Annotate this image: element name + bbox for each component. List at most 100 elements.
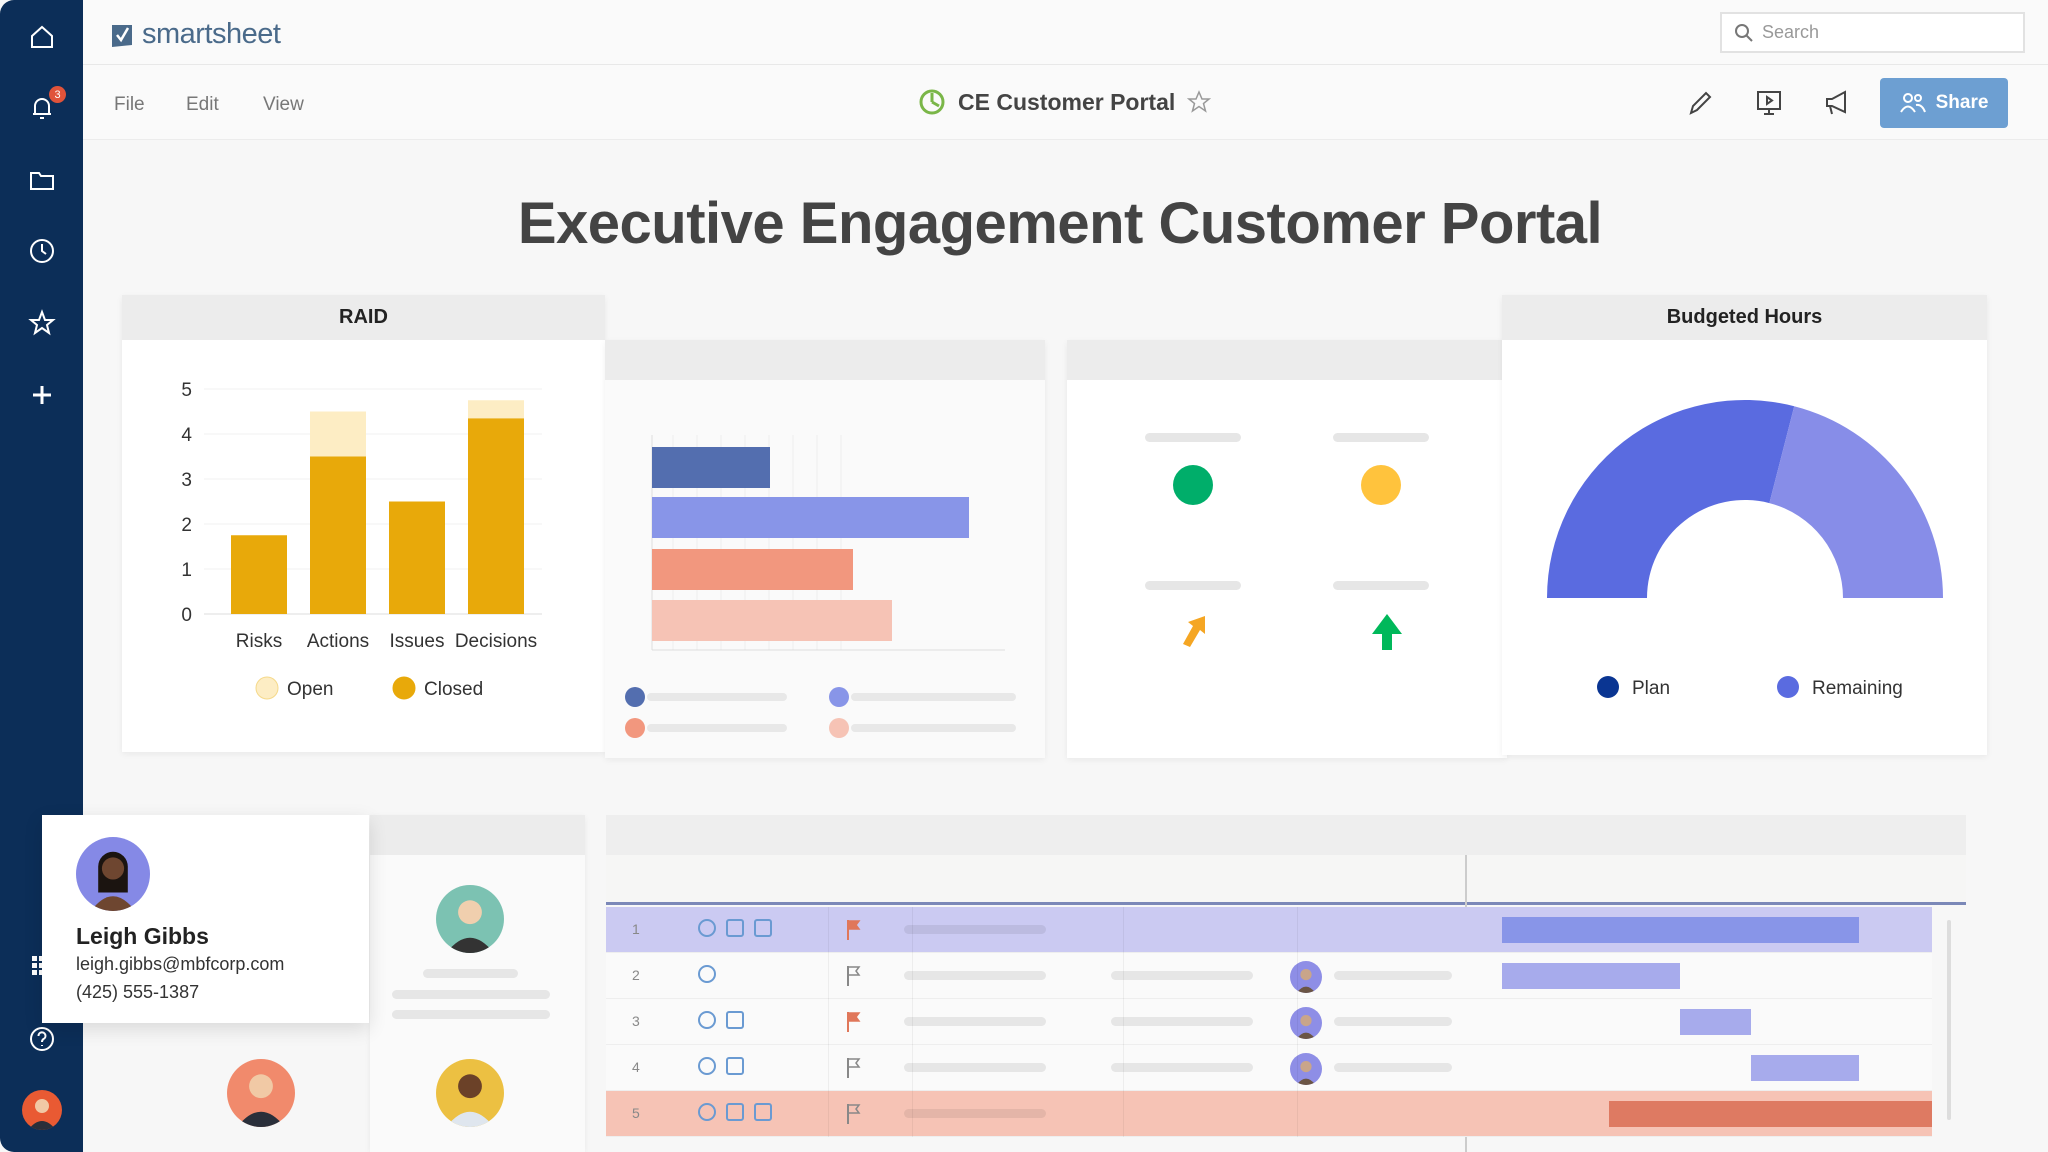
bar — [652, 497, 969, 538]
status-yellow-icon — [1361, 465, 1401, 505]
bar-open — [468, 400, 524, 419]
status-widget — [1067, 340, 1507, 758]
y-tick-label: 0 — [181, 605, 192, 626]
contact-avatar — [76, 837, 150, 911]
attachment-icon[interactable] — [698, 1057, 716, 1075]
grid-row[interactable]: 4 — [606, 1045, 1932, 1091]
proof-icon[interactable] — [754, 1103, 772, 1121]
horizontal-bar-widget — [605, 340, 1045, 758]
grid-row[interactable]: 5 — [606, 1091, 1932, 1137]
gauge-segment-remaining — [1769, 406, 1943, 598]
megaphone-icon[interactable] — [1820, 86, 1854, 120]
grid-row[interactable]: 1 — [606, 907, 1932, 953]
bar-closed — [310, 456, 366, 614]
flag-icon[interactable] — [846, 919, 862, 941]
budgeted-hours-chart: Plan Remaining — [1547, 399, 1943, 699]
gantt-bar[interactable] — [1502, 917, 1859, 943]
assignee-avatar[interactable] — [1290, 1007, 1322, 1039]
grid-header — [606, 815, 1966, 855]
menu-edit[interactable]: Edit — [186, 94, 219, 115]
x-tick-label: Risks — [236, 631, 282, 652]
contact-card: Leigh Gibbs leigh.gibbs@mbfcorp.com (425… — [42, 815, 369, 1023]
dashboard-icon — [919, 89, 945, 115]
bar-closed — [468, 418, 524, 614]
smartsheet-logo[interactable]: smartsheet — [112, 18, 281, 51]
comment-icon[interactable] — [726, 1057, 744, 1075]
share-button[interactable]: Share — [1880, 78, 2008, 128]
edit-pencil-icon[interactable] — [1683, 86, 1717, 120]
team-member-avatar[interactable] — [436, 1059, 504, 1127]
user-avatar[interactable] — [22, 1090, 62, 1130]
widget-header — [605, 340, 1045, 380]
legend-swatch-closed — [392, 676, 416, 700]
budgeted-hours-widget: Budgeted Hours Plan Remaining — [1502, 295, 1987, 755]
attachment-icon[interactable] — [698, 1103, 716, 1121]
contact-email[interactable]: leigh.gibbs@mbfcorp.com — [76, 954, 285, 974]
clock-icon[interactable] — [22, 231, 62, 271]
favorite-star-icon[interactable] — [1187, 90, 1212, 114]
gantt-bar[interactable] — [1680, 1009, 1751, 1035]
search-input[interactable]: Search — [1720, 12, 2025, 53]
horizontal-bar-chart — [625, 435, 1016, 738]
grid-scrollbar[interactable] — [1947, 920, 1951, 1120]
sidebar: 3 — [0, 0, 83, 1152]
flag-icon[interactable] — [846, 965, 862, 987]
home-icon[interactable] — [22, 17, 62, 57]
plus-icon[interactable] — [22, 375, 62, 415]
legend-label: Open — [287, 679, 333, 700]
gantt-bar[interactable] — [1502, 963, 1680, 989]
row-number: 3 — [632, 1013, 640, 1029]
flag-icon[interactable] — [846, 1011, 862, 1033]
y-tick-label: 1 — [181, 560, 192, 581]
gantt-bar[interactable] — [1751, 1055, 1859, 1081]
grid-row[interactable]: 3 — [606, 999, 1932, 1045]
comment-icon[interactable] — [726, 919, 744, 937]
people-icon — [1899, 93, 1926, 113]
trend-up-arrow-icon — [1372, 614, 1402, 650]
folder-icon[interactable] — [22, 160, 62, 200]
legend-label: Closed — [424, 679, 483, 700]
bell-icon[interactable] — [22, 88, 62, 128]
attachment-icon[interactable] — [698, 1011, 716, 1029]
assignee-avatar[interactable] — [1290, 961, 1322, 993]
flag-icon[interactable] — [846, 1103, 862, 1125]
logo-text: smartsheet — [142, 18, 281, 50]
apps-grid-icon[interactable] — [22, 946, 62, 986]
share-label: Share — [1935, 92, 1989, 113]
menu-view[interactable]: View — [263, 94, 304, 115]
gantt-bar[interactable] — [1609, 1101, 1932, 1127]
gauge-segment-plan — [1547, 399, 1795, 598]
assignee-avatar[interactable] — [1290, 1053, 1322, 1085]
bar — [652, 447, 770, 488]
widget-header — [370, 815, 585, 855]
present-icon[interactable] — [1752, 86, 1786, 120]
menu-file[interactable]: File — [114, 94, 145, 115]
y-tick-label: 4 — [181, 425, 192, 446]
comment-icon[interactable] — [726, 1011, 744, 1029]
raid-widget: RAID 0 1 2 3 4 5 Risks Actions Issues Decisions Op… — [122, 295, 605, 752]
grid-column-header — [606, 855, 1966, 905]
flag-icon[interactable] — [846, 1057, 862, 1079]
legend-swatch-open — [255, 676, 279, 700]
document-title: CE Customer Portal — [918, 88, 1212, 116]
contact-name: Leigh Gibbs — [76, 923, 209, 949]
attachment-icon[interactable] — [698, 965, 716, 983]
comment-icon[interactable] — [726, 1103, 744, 1121]
team-member-avatar[interactable] — [436, 885, 504, 953]
grid-row[interactable]: 2 — [606, 953, 1932, 999]
logo-check-icon — [112, 24, 132, 47]
team-member-avatar[interactable] — [227, 1059, 295, 1127]
row-number: 5 — [632, 1105, 640, 1121]
proof-icon[interactable] — [754, 919, 772, 937]
contact-phone: (425) 555-1387 — [76, 982, 200, 1002]
row-number: 4 — [632, 1059, 640, 1075]
attachment-icon[interactable] — [698, 919, 716, 937]
star-icon[interactable] — [22, 303, 62, 343]
y-tick-label: 3 — [181, 470, 192, 491]
help-icon[interactable] — [22, 1019, 62, 1059]
legend-label: Remaining — [1812, 678, 1903, 699]
bar-closed — [231, 535, 287, 614]
row-number: 1 — [632, 921, 640, 937]
raid-title: RAID — [122, 295, 605, 340]
budget-title: Budgeted Hours — [1502, 295, 1987, 340]
